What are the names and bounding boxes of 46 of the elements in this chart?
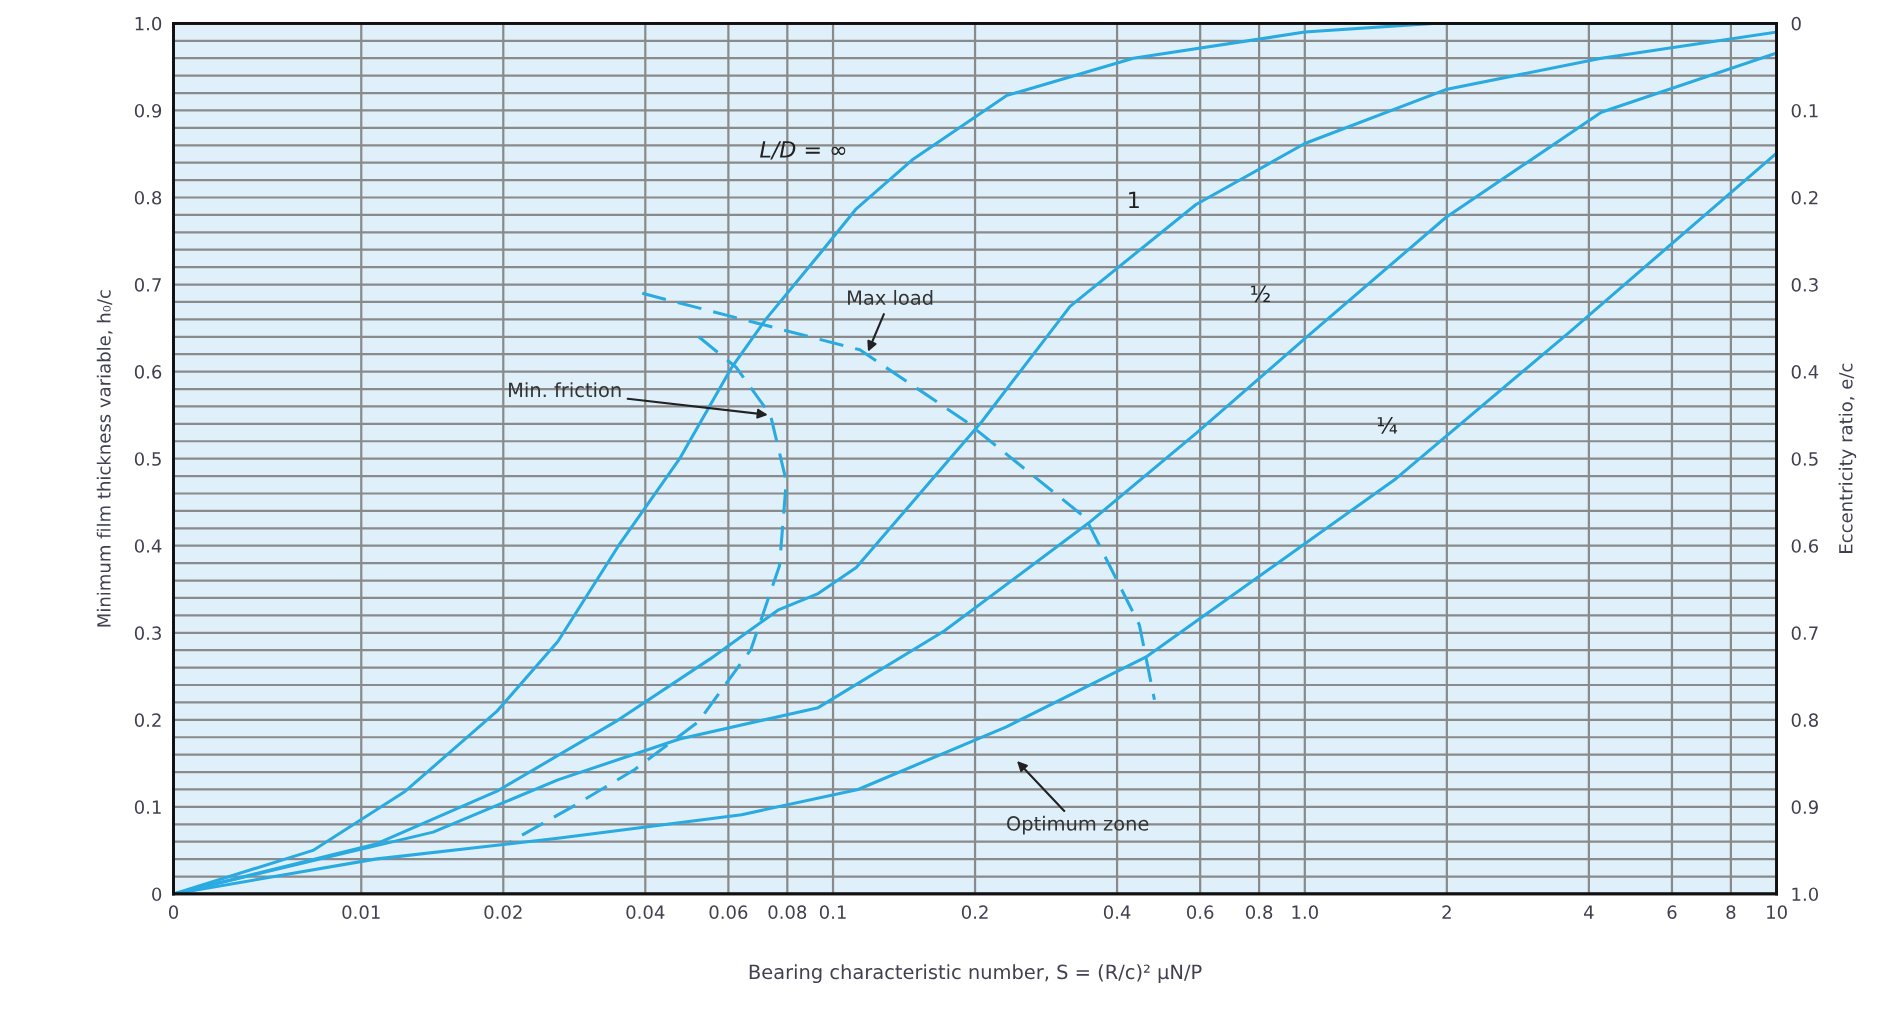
x-tick-label: 0.1 [819, 905, 846, 920]
x-tick-label: 0.01 [342, 905, 380, 920]
series-label: 1 [1129, 191, 1139, 208]
y-tick-label: 0.2 [134, 713, 161, 727]
y-tick-label: 0.1 [134, 800, 161, 814]
y-tick-label: 0.3 [134, 626, 161, 640]
y2-tick-label: 0.1 [1791, 103, 1818, 118]
x-tick-label: 1.0 [1292, 905, 1318, 920]
y-tick-label: 0.4 [134, 539, 162, 553]
y-axis-title: Minimum film thickness variable, h₀/c [96, 290, 113, 627]
x-tick-label: 0.08 [768, 905, 807, 920]
x-tick-label: 6 [1667, 905, 1677, 920]
x-tick-label: 0.06 [709, 905, 748, 920]
y-tick-label: 0.9 [134, 103, 162, 118]
series-label: ¼ [1377, 416, 1398, 434]
x-tick-label: 4 [1584, 905, 1594, 919]
x-tick-label: 0.02 [484, 905, 522, 920]
series-label: L/D = ∞ [760, 141, 846, 160]
y-tick-label: 0.7 [134, 278, 161, 292]
y2-tick-label: 0.7 [1791, 626, 1818, 640]
y-tick-label: 0.8 [134, 190, 162, 205]
y-tick-label: 0 [152, 887, 162, 902]
y-tick-label: 0.6 [134, 365, 162, 379]
y2-tick-label: 0.5 [1791, 452, 1818, 466]
y2-tick-label: 0.4 [1791, 365, 1819, 379]
y2-tick-label: 0.2 [1791, 190, 1818, 205]
x-tick-label: 0 [168, 905, 179, 920]
x-tick-label: 0.04 [626, 905, 665, 920]
y2-tick-label: 0.3 [1791, 278, 1818, 292]
x-tick-label: 8 [1726, 905, 1736, 920]
x-tick-label: 0.8 [1245, 905, 1273, 920]
x-axis-title: Bearing characteristic number, S = (R/c)² μN/P [749, 964, 1202, 984]
x-tick-label: 0.4 [1103, 905, 1131, 920]
x-tick-label: 2 [1442, 905, 1451, 919]
y2-tick-label: 0.8 [1791, 713, 1818, 727]
x-tick-label: 10 [1767, 905, 1787, 920]
x-tick-label: 0.2 [961, 905, 988, 920]
x-tick-label: 0.6 [1186, 905, 1214, 920]
y-tick-label: 1.0 [135, 16, 162, 31]
y-tick-label: 0.5 [134, 452, 161, 466]
y2-tick-label: 0.9 [1791, 800, 1818, 814]
y2-tick-label: 0.6 [1791, 539, 1819, 553]
text: ½ [1251, 285, 1270, 303]
y2-tick-label: 1.0 [1792, 887, 1819, 902]
y2-tick-label: 0 [1791, 16, 1801, 31]
y2-axis-title: Eccentricity ratio, e/c [1838, 363, 1857, 553]
